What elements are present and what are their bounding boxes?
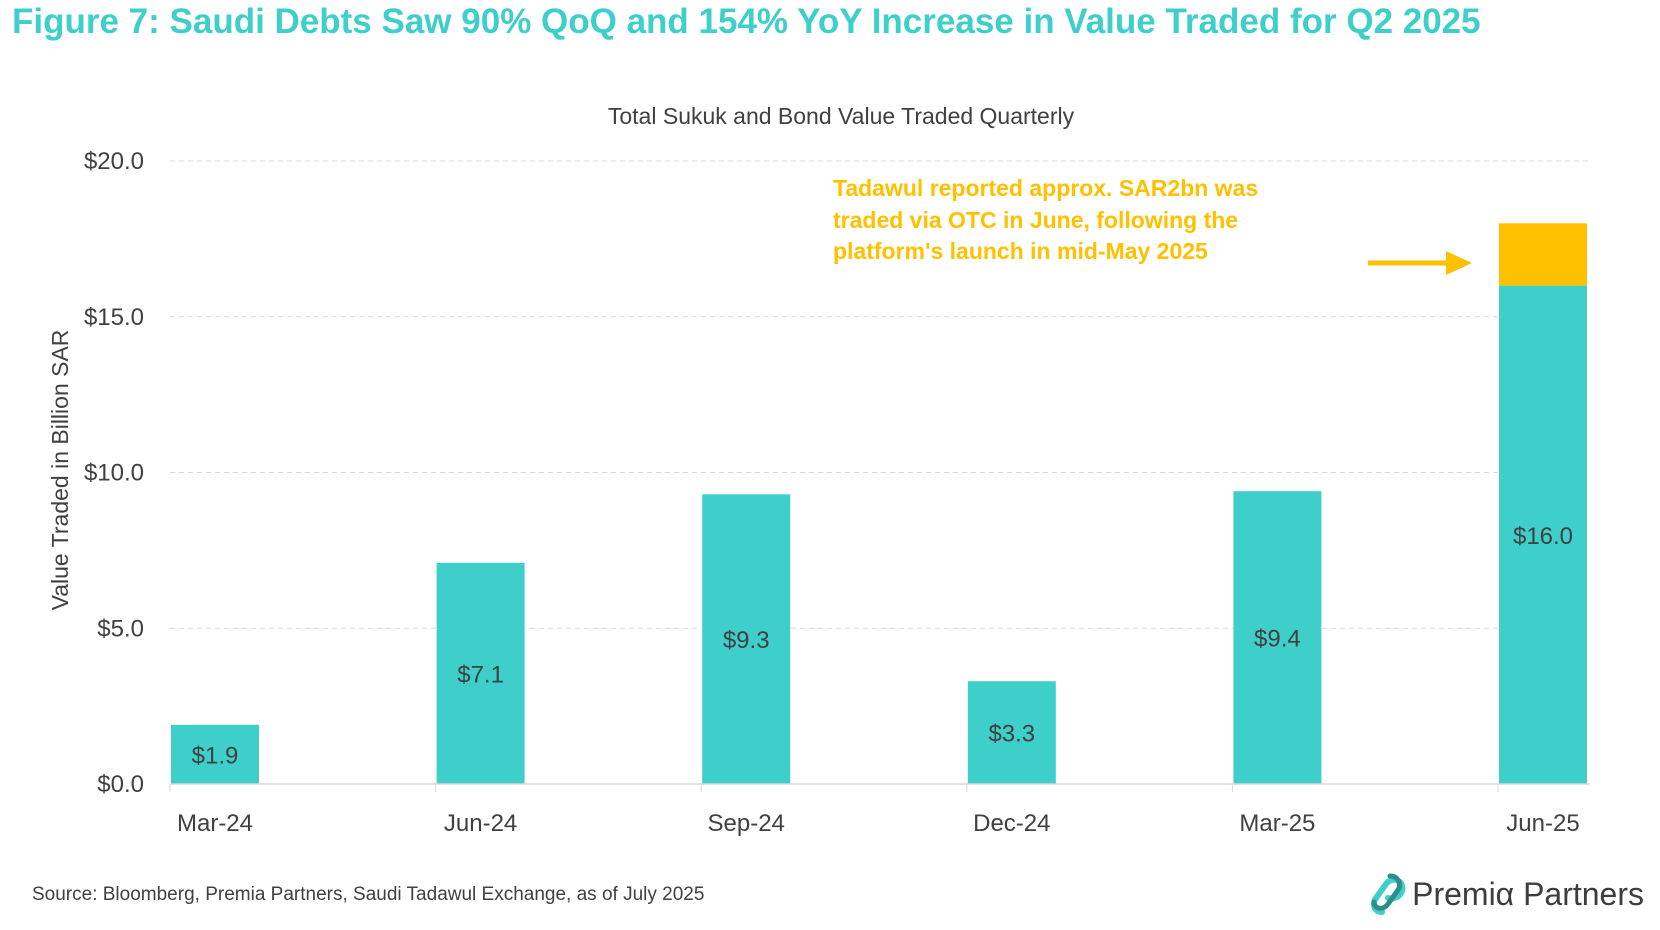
data-labels: $1.9 $7.1 $9.3 $3.3 $9.4 $16.0 — [192, 523, 1573, 770]
chart-title: Total Sukuk and Bond Value Traded Quarte… — [608, 103, 1075, 129]
x-tick-label: Jun-24 — [444, 810, 517, 837]
y-tick-label: $10.0 — [84, 460, 144, 487]
brand-logo: Premiα Partners — [1368, 872, 1644, 916]
y-tick-label: $0.0 — [97, 771, 144, 798]
annotation-line: platform's launch in mid-May 2025 — [833, 238, 1208, 264]
x-tick-label: Mar-24 — [177, 810, 253, 837]
bar-exchange — [436, 562, 525, 784]
annotation-arrow-icon — [1368, 251, 1472, 275]
source-note: Source: Bloomberg, Premia Partners, Saud… — [32, 884, 705, 905]
bar-exchange — [1233, 491, 1322, 784]
y-axis-label: Value Traded in Billion SAR — [47, 330, 73, 611]
data-label: $16.0 — [1513, 523, 1573, 550]
bar-exchange — [171, 724, 259, 784]
premia-logo-icon — [1371, 873, 1406, 915]
x-tick-label: Dec-24 — [973, 810, 1050, 837]
data-label: $3.3 — [988, 721, 1035, 748]
bar-exchange — [1499, 285, 1587, 784]
figure-title: Figure 7: Saudi Debts Saw 90% QoQ and 15… — [12, 2, 1481, 41]
bar-exchange — [702, 494, 791, 784]
data-label: $1.9 — [192, 742, 239, 769]
bar-otc — [1499, 223, 1587, 286]
bar-chart: $1.9$7.1$9.3$3.3$9.4$16.0 $0.0$5.0$10.0$… — [47, 103, 1590, 837]
y-tick-label: $20.0 — [84, 148, 144, 175]
data-label: $9.4 — [1254, 626, 1301, 653]
gridlines — [170, 160, 1590, 629]
x-tick-label: Sep-24 — [708, 810, 785, 837]
annotation-line: traded via OTC in June, following the — [833, 207, 1238, 233]
data-label: $7.1 — [457, 661, 504, 688]
bars — [171, 223, 1587, 784]
data-label: $9.3 — [723, 627, 770, 654]
y-tick-label: $5.0 — [97, 615, 144, 642]
x-tick-label: Jun-25 — [1506, 810, 1579, 837]
brand-name: Premiα Partners — [1412, 875, 1644, 912]
otc-annotation: Tadawul reported approx. SAR2bn was trad… — [833, 175, 1472, 275]
axes: $0.0 $5.0 $10.0 $15.0 $20.0 Mar-24 Jun-24 Sep-2… — [84, 148, 1590, 837]
bar-exchange — [967, 681, 1056, 784]
y-tick-label: $15.0 — [84, 304, 144, 331]
x-tick-label: Mar-25 — [1239, 810, 1315, 837]
annotation-line: Tadawul reported approx. SAR2bn was — [833, 175, 1258, 201]
